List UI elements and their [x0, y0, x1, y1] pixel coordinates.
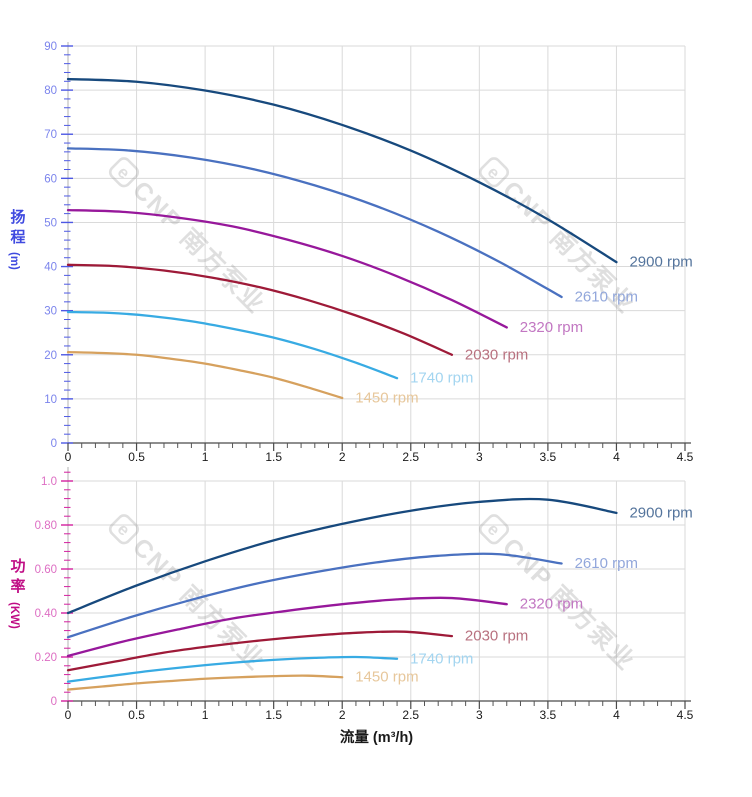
y-tick-label: 0.20 — [35, 652, 57, 664]
chart-power-flow-chart-background: 0 0.20 0.40 0.60 0.80 1.0 0 0.5 1 1.5 2 2.5 3 3.5 4 4.5… — [8, 467, 694, 746]
series-label-1740-rpm: 1740 rpm — [410, 370, 473, 387]
x-tick-label: 4 — [613, 708, 620, 722]
x-tick-label: 0 — [65, 450, 72, 464]
y-tick-label: 10 — [44, 394, 57, 406]
series-label-2900-rpm: 2900 rpm — [629, 504, 692, 521]
curve-2900-rpm — [66, 77, 618, 264]
chart-head-flow-chart-series: 2900 rpm 2610 rpm 2320 rpm 2030 rpm 1740 rpm… — [66, 77, 693, 407]
curve-1740-rpm — [66, 655, 399, 683]
y-tick-label: 60 — [44, 173, 57, 185]
curve-2320-rpm — [66, 208, 508, 329]
y-axis-title: 功 — [10, 558, 25, 575]
curve-2900-rpm — [66, 497, 618, 615]
x-tick-label: 1.5 — [265, 450, 282, 464]
x-tick-label: 2 — [339, 708, 346, 722]
x-tick-label: 3.5 — [540, 450, 557, 464]
curve-2030-rpm — [66, 630, 454, 672]
y-axis-title: 程 — [10, 229, 25, 246]
y-axis-title-unit: (m) — [8, 252, 20, 270]
x-axis-title: 流量 (m³/h) — [340, 728, 413, 746]
curve-2610-rpm — [66, 147, 563, 299]
y-tick-label: 90 — [44, 41, 57, 53]
x-tick-label: 0 — [65, 708, 72, 722]
series-label-2900-rpm: 2900 rpm — [629, 254, 692, 271]
x-tick-label: 1 — [202, 708, 209, 722]
x-tick-label: 4 — [613, 450, 620, 464]
x-tick-label: 1.5 — [265, 708, 282, 722]
watermark-logo-icon — [108, 514, 140, 545]
x-tick-label: 2 — [339, 450, 346, 464]
series-label-2030-rpm: 2030 rpm — [465, 628, 528, 645]
curve-1450-rpm — [66, 350, 344, 400]
chart-head-flow-chart-background: 0 10 20 30 40 50 60 70 80 90 0 0.5 1 1.5 2 2.5 3 3.5 4 4.5 扬… — [8, 41, 694, 464]
chart-power-flow-chart-series: 2900 rpm 2610 rpm 2320 rpm 2030 rpm 1740 rpm… — [66, 497, 693, 691]
y-tick-label: 0 — [51, 696, 57, 708]
y-tick-label: 20 — [44, 350, 57, 362]
y-tick-label: 0.40 — [35, 608, 57, 620]
y-tick-label: 0.60 — [35, 564, 57, 576]
series-label-2320-rpm: 2320 rpm — [520, 596, 583, 613]
curve-2030-rpm — [66, 263, 454, 356]
watermark-logo-icon — [478, 157, 510, 188]
curve-1450-rpm — [66, 674, 344, 691]
x-tick-label: 2.5 — [402, 450, 419, 464]
series-label-2610-rpm: 2610 rpm — [575, 555, 638, 572]
series-label-2320-rpm: 2320 rpm — [520, 319, 583, 336]
x-tick-label: 3 — [476, 450, 483, 464]
watermark-text: CNP 南方泵业 — [127, 175, 271, 319]
y-tick-label: 70 — [44, 129, 57, 141]
x-tick-label: 4.5 — [677, 708, 694, 722]
y-axis-title: 率 — [10, 577, 25, 595]
curve-1740-rpm — [66, 310, 399, 380]
x-tick-label: 3 — [476, 708, 483, 722]
y-tick-label: 50 — [44, 217, 57, 229]
curve-2320-rpm — [66, 596, 508, 658]
y-tick-label: 0.80 — [35, 520, 57, 532]
y-axis-title-unit: (KW) — [8, 602, 20, 629]
series-label-2030-rpm: 2030 rpm — [465, 346, 528, 363]
series-label-2610-rpm: 2610 rpm — [575, 288, 638, 305]
y-axis-title: 扬 — [10, 208, 25, 226]
series-label-1450-rpm: 1450 rpm — [355, 390, 418, 407]
y-tick-label: 1.0 — [41, 476, 57, 488]
y-tick-label: 30 — [44, 306, 57, 318]
y-tick-label: 40 — [44, 262, 57, 274]
watermark-logo-icon — [478, 514, 510, 545]
y-tick-label: 0 — [51, 438, 57, 450]
x-tick-label: 1 — [202, 450, 209, 464]
x-tick-label: 0.5 — [128, 708, 145, 722]
watermark-logo-icon — [108, 157, 140, 188]
curve-2610-rpm — [66, 552, 563, 639]
series-label-1450-rpm: 1450 rpm — [355, 669, 418, 686]
x-tick-label: 3.5 — [540, 708, 557, 722]
y-tick-label: 80 — [44, 85, 57, 97]
x-tick-label: 0.5 — [128, 450, 145, 464]
x-tick-label: 2.5 — [402, 708, 419, 722]
series-label-1740-rpm: 1740 rpm — [410, 650, 473, 667]
x-tick-label: 4.5 — [677, 450, 694, 464]
